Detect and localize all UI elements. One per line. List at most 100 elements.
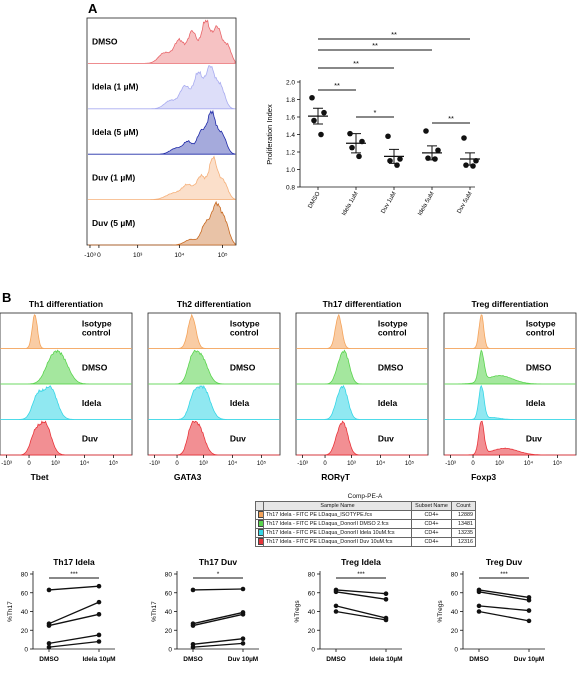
prolif-y-tick-label-2: 1.2: [286, 150, 295, 157]
paired-title-0: Th17 Idela: [53, 557, 95, 567]
proliferation-index-chart: 0.8 1.0 1.2 1.4 1.6 1.8 2.0 Proliferation Index…: [265, 30, 480, 217]
paired-point-end-1-4: [240, 641, 246, 646]
paired-point-end-0-1: [96, 599, 102, 605]
flow-a-tick-label-0: -10³: [84, 252, 96, 259]
flow-b-tick-label-1-1: 0: [175, 461, 179, 467]
flow-a-tick-label-1: 0: [97, 252, 101, 259]
flow-b-tick-label-0-4: 10⁵: [109, 460, 119, 467]
prolif-point-4-3: [470, 163, 476, 169]
paired-point-start-1-4: [190, 644, 196, 650]
paired-point-start-0-0: [46, 587, 52, 593]
legend-table: Comp-PE-A Sample Name Subset Name Count …: [255, 492, 476, 547]
panel-a-label: A: [88, 1, 98, 16]
flow-b-tick-label-3-1: 0: [471, 461, 475, 467]
paired-y-label-3: %Tregs: [437, 600, 444, 623]
flow-b-histogram-3-3: [445, 420, 575, 456]
paired-x-tick-label-1-1: Duv 10µM: [228, 656, 258, 663]
paired-line-2-0: [335, 589, 387, 595]
paired-point-start-3-2: [476, 603, 482, 609]
prolif-x-tick-label-0: DMSO: [308, 191, 322, 210]
paired-line-1-0: [192, 588, 244, 591]
flow-a-tick-label-2: 10³: [133, 252, 143, 259]
paired-y-label-0: %Th17: [7, 601, 14, 622]
flow-a-tick-label-4: 10⁵: [218, 252, 228, 259]
prolif-sig-label-4: **: [372, 41, 378, 50]
prolif-point-1-0: [347, 130, 353, 137]
flow-b-tick-label-0-1: 0: [27, 461, 31, 467]
paired-y-tick-label-3-2: 40: [451, 609, 459, 616]
flow-b-tick-label-0-0: -10³: [1, 461, 12, 467]
prolif-point-1-3: [356, 153, 362, 160]
paired-y-tick-label-1-0: 0: [168, 647, 172, 654]
paired-line-3-0: [478, 589, 530, 599]
legend-swatch: [258, 538, 263, 546]
flow-b-histogram-1-1: [149, 349, 279, 385]
legend-swatch-cell: [255, 519, 264, 529]
paired-line-2-1: [335, 591, 387, 600]
legend-swatch: [258, 511, 263, 519]
flow-b-histogram-0-2: [1, 385, 131, 420]
paired-point-end-3-1: [526, 597, 532, 603]
paired-line-0-4: [48, 640, 100, 648]
prolif-point-0-1: [321, 109, 327, 116]
paired-line-0-2: [48, 613, 100, 627]
paired-sig-label-0: ***: [70, 571, 78, 578]
prolif-point-0-2: [311, 117, 317, 124]
flow-b-row-label-2-3: Duv: [378, 434, 394, 444]
flow-b-xlabel-1: GATA3: [174, 472, 202, 482]
flow-histograms-b: Th1 differentiationIsotypecontrolDMSOIde…: [0, 299, 577, 482]
flow-a-row-label-0: DMSO: [92, 36, 118, 46]
prolif-point-4-1: [473, 157, 479, 164]
flow-a-row-label-2: Idela (5 µM): [92, 127, 139, 137]
paired-y-tick-label-3-4: 80: [451, 572, 459, 579]
paired-y-tick-label-1-1: 20: [165, 628, 173, 635]
flow-b-tick-label-3-4: 10⁵: [553, 460, 563, 467]
paired-line-3-1: [478, 591, 530, 601]
legend-sample-name: Th17 Idela - FITC PE LDaqua_DonorII Duv …: [263, 537, 412, 547]
paired-point-start-2-2: [333, 603, 339, 609]
legend-count: 13481: [451, 519, 476, 529]
flow-b-row-label-3-0: Isotype: [526, 318, 556, 328]
prolif-point-3-3: [432, 156, 438, 162]
paired-point-start-3-1: [476, 589, 482, 595]
legend-count: 12889: [451, 510, 476, 520]
flow-b-histogram-3-2: [445, 384, 575, 420]
paired-title-3: Treg Duv: [486, 557, 523, 567]
flow-a-tick-label-3: 10⁴: [174, 252, 184, 259]
legend-sample-name: Th17 Idela - FITC PE LDaqua_DonorII DMSO…: [263, 519, 412, 529]
paired-point-end-0-2: [96, 612, 102, 617]
paired-x-tick-label-3-1: Duv 10µM: [514, 656, 544, 663]
legend-row: Th17 Idela - FITC PE LDaqua_DonorII Duv …: [255, 537, 476, 547]
prolif-sig-label-1: *: [374, 108, 377, 117]
flow-b-row-label-3-2: Idela: [526, 398, 546, 408]
legend-title: Comp-PE-A: [347, 493, 383, 500]
paired-point-end-0-0: [96, 583, 102, 589]
paired-sig-label-2: ***: [357, 571, 365, 578]
paired-y-tick-label-0-0: 0: [24, 647, 28, 654]
paired-y-tick-label-0-1: 20: [21, 628, 29, 635]
paired-y-tick-label-0-4: 80: [21, 572, 29, 579]
legend-sample-name: Th17 Idela - FITC PE LDaqua_DonorII Idel…: [263, 528, 412, 538]
flow-histogram-a: DMSO Idela (1 µM) Idela (5 µM) Duv (1 µM) Du…: [84, 17, 237, 259]
prolif-point-0-0: [309, 94, 315, 101]
panel-b-label: B: [2, 290, 11, 305]
flow-b-row-label-3-1: DMSO: [526, 363, 552, 373]
flow-b-row-label-0-3: Duv: [82, 434, 98, 444]
legend-count: 12316: [451, 537, 476, 547]
flow-b-histogram-0-1: [1, 349, 131, 385]
paired-y-tick-label-1-3: 60: [165, 590, 173, 597]
flow-b-row-label-1-3: Duv: [230, 434, 246, 444]
paired-point-end-2-3: [383, 617, 389, 623]
paired-point-start-1-0: [190, 587, 196, 593]
paired-line-2-3: [335, 610, 387, 621]
paired-line-1-4: [192, 642, 244, 648]
paired-point-end-0-3: [96, 632, 102, 638]
legend-swatch-cell: [255, 510, 264, 520]
paired-point-end-0-4: [96, 639, 102, 644]
prolif-point-2-3: [394, 162, 400, 168]
paired-y-tick-label-0-2: 40: [21, 609, 29, 616]
prolif-y-tick-label-3: 1.4: [286, 132, 295, 139]
legend-header-sample: Sample Name: [263, 501, 412, 511]
paired-point-end-3-2: [526, 608, 532, 613]
prolif-point-2-2: [387, 157, 393, 164]
